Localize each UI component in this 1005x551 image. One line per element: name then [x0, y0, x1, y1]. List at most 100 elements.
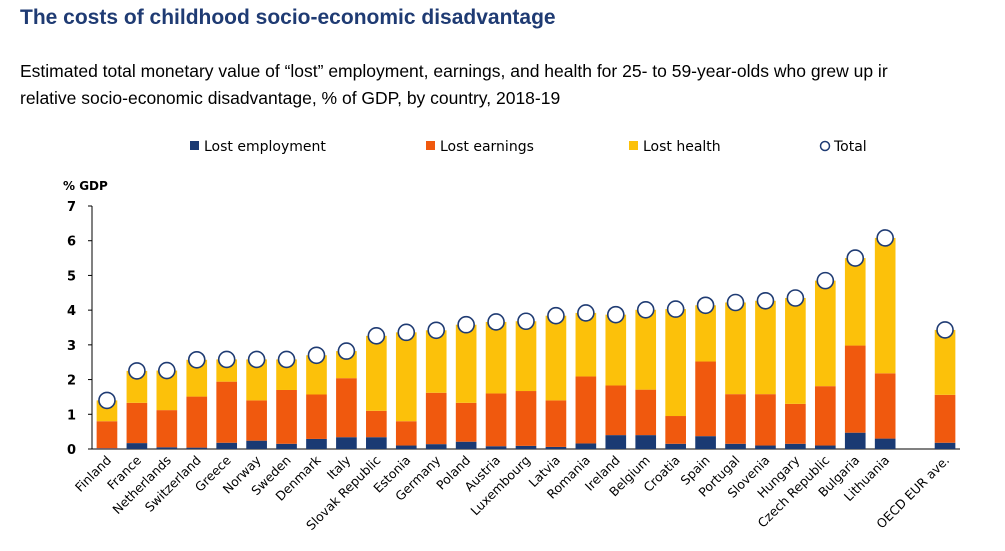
total-marker — [158, 361, 176, 380]
bar-lost-employment — [156, 447, 178, 449]
bar-lost-health — [545, 315, 567, 401]
bar-lost-employment — [605, 435, 627, 449]
bar-lost-earnings — [126, 402, 148, 444]
bar-lost-earnings — [96, 421, 118, 449]
total-marker — [457, 315, 475, 334]
legend-lost-employment-swatch — [190, 141, 199, 150]
y-tick-label: 7 — [67, 200, 76, 215]
bar-lost-health — [156, 370, 178, 411]
bar-lost-earnings — [216, 381, 238, 443]
total-marker — [726, 293, 745, 312]
bar-lost-employment — [276, 443, 297, 449]
legend-lost-health-swatch — [629, 141, 638, 150]
total-marker — [816, 271, 835, 290]
bar-lost-earnings — [306, 394, 327, 439]
bar-lost-health — [425, 330, 447, 393]
bar-lost-health — [635, 309, 657, 390]
bar-lost-earnings — [425, 392, 447, 445]
bar-lost-earnings — [695, 361, 716, 437]
bar-lost-earnings — [186, 396, 208, 448]
bar-lost-earnings — [246, 400, 267, 441]
bar-lost-employment — [814, 445, 836, 449]
bar-lost-health — [455, 324, 477, 403]
bar-lost-earnings — [844, 345, 866, 433]
total-marker — [307, 346, 326, 365]
bar-lost-employment — [545, 446, 567, 449]
bar-lost-employment — [695, 436, 716, 449]
bar-lost-earnings — [156, 410, 178, 448]
total-marker — [936, 321, 954, 339]
bar-lost-health — [186, 359, 208, 397]
bar-lost-employment — [186, 447, 208, 449]
total-marker — [427, 321, 446, 340]
total-marker — [517, 312, 535, 331]
bar-lost-employment — [635, 435, 657, 449]
bar-lost-employment — [96, 448, 118, 449]
y-tick-label: 6 — [67, 235, 76, 250]
total-marker — [666, 300, 685, 318]
bar-lost-earnings — [276, 389, 297, 444]
bar-lost-employment — [395, 445, 417, 449]
bar-lost-health — [755, 300, 776, 395]
total-marker — [98, 391, 116, 410]
bar-lost-earnings — [755, 394, 776, 446]
bar-lost-earnings — [545, 400, 567, 447]
bar-lost-health — [814, 280, 836, 387]
bar-lost-health — [785, 297, 806, 404]
total-marker — [636, 300, 655, 319]
bar-lost-health — [306, 355, 327, 395]
legend-lost-employment-label: Lost employment — [204, 139, 326, 155]
bar-lost-employment — [485, 446, 507, 449]
legend-lost-earnings-swatch — [426, 141, 435, 150]
total-marker — [696, 296, 715, 315]
chart-subtitle: Estimated total monetary value of “lost”… — [20, 58, 1000, 112]
bar-lost-earnings — [874, 373, 896, 439]
legend-total-swatch — [819, 140, 831, 152]
total-marker — [756, 291, 775, 310]
bar-lost-earnings — [485, 393, 507, 447]
bar-lost-health — [874, 237, 896, 374]
bar-lost-employment — [575, 443, 597, 449]
y-tick-label: 2 — [67, 374, 76, 389]
y-tick-label: 5 — [67, 269, 76, 284]
x-tick-label: Finland — [72, 453, 114, 495]
bar-lost-earnings — [395, 421, 417, 446]
y-tick-label: 4 — [67, 304, 76, 319]
bar-lost-health — [575, 312, 597, 377]
total-marker — [397, 323, 416, 342]
bar-lost-employment — [126, 443, 148, 449]
subtitle-line-2: relative socio-economic disadvantage, % … — [20, 88, 561, 108]
bar-lost-employment — [725, 443, 746, 449]
bar-lost-health — [934, 329, 956, 395]
bar-lost-employment — [216, 442, 238, 449]
bar-lost-earnings — [575, 376, 597, 444]
bar-lost-earnings — [605, 385, 627, 436]
total-marker — [277, 350, 296, 369]
bar-lost-earnings — [814, 386, 836, 446]
total-marker — [247, 350, 266, 369]
legend-lost-earnings-label: Lost earnings — [440, 139, 534, 155]
total-marker — [367, 327, 386, 345]
y-tick-label: 0 — [67, 443, 76, 458]
bar-lost-employment — [366, 437, 387, 449]
bar-lost-earnings — [665, 416, 686, 444]
bar-lost-employment — [306, 438, 327, 449]
y-tick-label: 3 — [67, 339, 76, 354]
total-marker — [187, 350, 206, 369]
bar-lost-employment — [425, 444, 447, 449]
bar-lost-health — [366, 335, 387, 411]
bar-lost-health — [276, 359, 297, 390]
chart-title: The costs of childhood socio-economic di… — [20, 6, 556, 29]
total-marker — [217, 350, 236, 369]
total-marker — [876, 229, 894, 247]
bar-lost-employment — [874, 438, 896, 449]
bar-lost-employment — [665, 443, 686, 449]
bar-lost-health — [395, 332, 417, 422]
bar-lost-earnings — [725, 394, 746, 444]
bar-lost-employment — [934, 442, 956, 449]
y-tick-label: 1 — [67, 408, 76, 423]
bar-lost-health — [695, 305, 716, 362]
bar-lost-employment — [515, 445, 537, 449]
bar-lost-health — [605, 314, 627, 386]
bar-lost-earnings — [635, 389, 657, 436]
